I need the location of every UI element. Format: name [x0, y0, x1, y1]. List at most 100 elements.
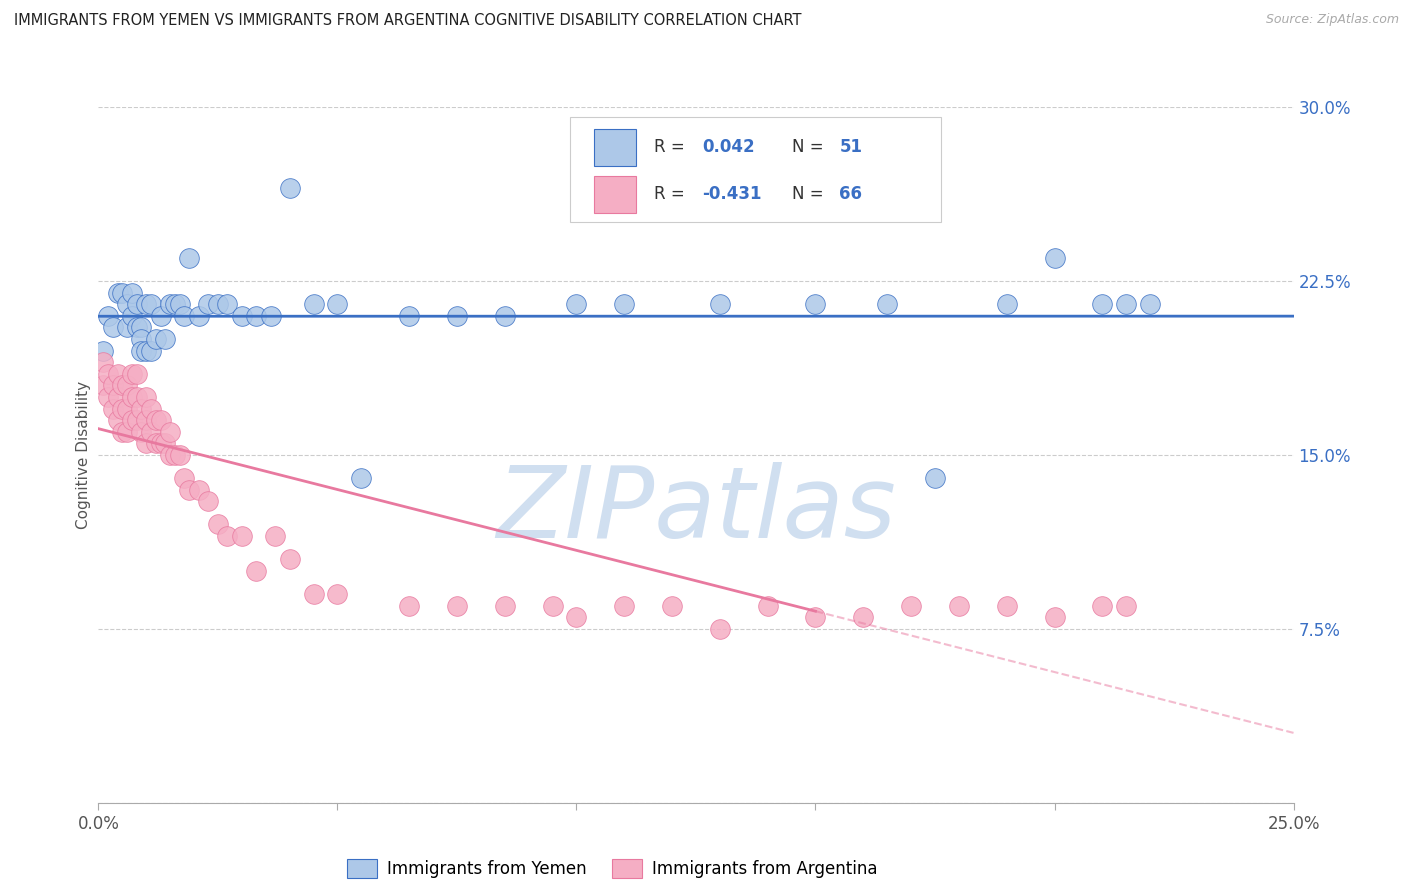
Point — [948, 599, 970, 613]
Point — [101, 378, 124, 392]
Point — [97, 309, 120, 323]
Point — [613, 599, 636, 613]
Point — [121, 367, 143, 381]
Point — [197, 494, 219, 508]
Point — [245, 564, 267, 578]
Point — [131, 425, 153, 439]
Point — [661, 599, 683, 613]
Point — [125, 297, 148, 311]
Point — [121, 390, 143, 404]
Legend: Immigrants from Yemen, Immigrants from Argentina: Immigrants from Yemen, Immigrants from A… — [340, 853, 884, 885]
Point — [131, 343, 153, 358]
Point — [207, 297, 229, 311]
Point — [231, 529, 253, 543]
Point — [259, 309, 281, 323]
Point — [876, 297, 898, 311]
Text: ZIPatlas: ZIPatlas — [496, 462, 896, 559]
Point — [155, 436, 177, 450]
Point — [115, 378, 138, 392]
Point — [145, 436, 167, 450]
Point — [804, 297, 827, 311]
Point — [131, 401, 153, 416]
Point — [264, 529, 287, 543]
Point — [326, 587, 349, 601]
Point — [101, 320, 124, 334]
Point — [173, 471, 195, 485]
Point — [494, 309, 516, 323]
Point — [159, 448, 181, 462]
Point — [302, 587, 325, 601]
Point — [179, 483, 201, 497]
Point — [852, 610, 875, 624]
Point — [709, 297, 731, 311]
Point — [145, 413, 167, 427]
Y-axis label: Cognitive Disability: Cognitive Disability — [76, 381, 91, 529]
Point — [159, 297, 181, 311]
Point — [197, 297, 219, 311]
Point — [139, 297, 162, 311]
Text: -0.431: -0.431 — [702, 185, 762, 203]
Point — [900, 599, 922, 613]
Point — [131, 332, 153, 346]
Point — [1115, 297, 1137, 311]
FancyBboxPatch shape — [595, 176, 637, 212]
Point — [111, 425, 134, 439]
Point — [139, 343, 162, 358]
Point — [131, 320, 153, 334]
Point — [121, 285, 143, 300]
Point — [145, 332, 167, 346]
Point — [125, 413, 148, 427]
Point — [613, 297, 636, 311]
Point — [1091, 599, 1114, 613]
Point — [565, 297, 588, 311]
Text: 51: 51 — [839, 138, 862, 156]
Point — [565, 610, 588, 624]
Point — [207, 517, 229, 532]
Point — [217, 297, 239, 311]
Point — [139, 401, 162, 416]
Point — [121, 309, 143, 323]
Point — [107, 367, 129, 381]
Point — [149, 309, 172, 323]
Point — [804, 610, 827, 624]
Point — [709, 622, 731, 636]
Point — [302, 297, 325, 311]
Point — [125, 320, 148, 334]
Point — [245, 309, 267, 323]
Point — [169, 297, 191, 311]
Point — [187, 483, 209, 497]
Point — [187, 309, 209, 323]
Point — [97, 367, 120, 381]
Point — [135, 343, 157, 358]
Point — [446, 309, 468, 323]
Point — [149, 436, 172, 450]
FancyBboxPatch shape — [595, 128, 637, 166]
Point — [179, 251, 201, 265]
Point — [446, 599, 468, 613]
Point — [91, 343, 114, 358]
Point — [135, 390, 157, 404]
Text: 0.042: 0.042 — [702, 138, 755, 156]
Text: N =: N = — [792, 138, 828, 156]
Point — [326, 297, 349, 311]
FancyBboxPatch shape — [571, 118, 941, 222]
Point — [494, 599, 516, 613]
Point — [115, 401, 138, 416]
Point — [278, 181, 301, 195]
Point — [398, 599, 420, 613]
Point — [149, 413, 172, 427]
Text: Source: ZipAtlas.com: Source: ZipAtlas.com — [1265, 13, 1399, 27]
Point — [107, 390, 129, 404]
Point — [101, 401, 124, 416]
Point — [91, 378, 114, 392]
Point — [995, 297, 1018, 311]
Point — [111, 401, 134, 416]
Point — [217, 529, 239, 543]
Text: N =: N = — [792, 185, 828, 203]
Point — [163, 297, 186, 311]
Point — [541, 599, 564, 613]
Point — [159, 425, 181, 439]
Point — [139, 425, 162, 439]
Point — [135, 297, 157, 311]
Point — [1043, 610, 1066, 624]
